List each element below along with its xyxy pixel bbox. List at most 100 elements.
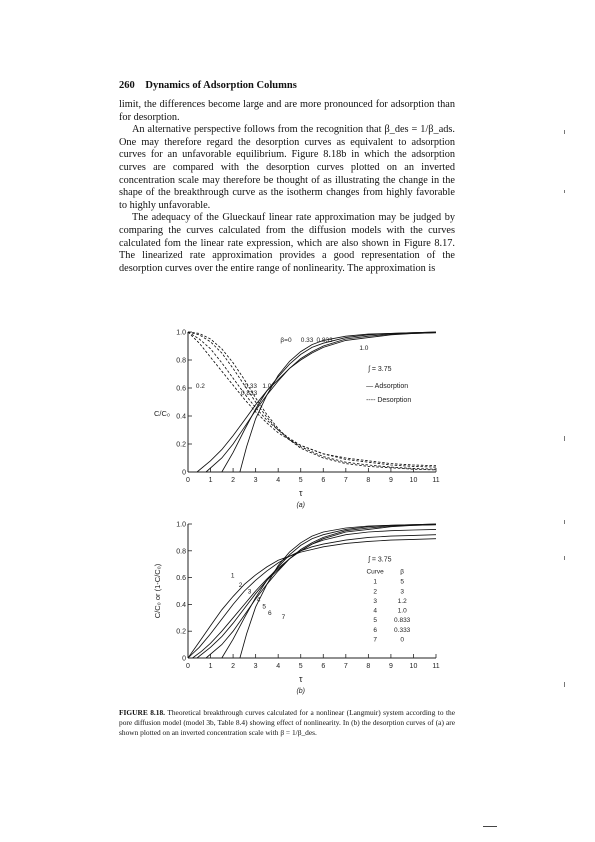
table-cell: 3 — [400, 588, 404, 595]
y-tick-label: 0.4 — [176, 414, 186, 421]
x-tick-label: 11 — [432, 663, 439, 670]
parameter-label: ʃ = 3.75 — [367, 366, 391, 373]
table-header: β — [400, 569, 404, 576]
x-tick-label: 3 — [254, 663, 258, 670]
y-tick-label: 0.2 — [176, 442, 186, 449]
legend-entry: ---- Desorption — [366, 397, 411, 404]
y-tick-label: 0 — [182, 470, 186, 477]
series-line-curve-6 — [239, 523, 437, 659]
series-label: 7 — [282, 614, 286, 621]
parameter-label: ʃ = 3.75 — [367, 557, 391, 564]
x-tick-label: 5 — [299, 477, 303, 484]
x-tick-label: 6 — [321, 477, 325, 484]
series-line-adsorption-2 — [205, 332, 437, 473]
series-label: 0.833 — [241, 390, 258, 397]
table-cell: 1.2 — [398, 598, 407, 605]
x-tick-label: 0 — [186, 663, 190, 670]
table-cell: 2 — [373, 588, 377, 595]
series-line-desorption-5 — [187, 331, 437, 468]
x-tick-label: 1 — [209, 663, 213, 670]
page-number: 260 — [119, 80, 135, 91]
scan-mark — [564, 130, 565, 134]
x-tick-label: 5 — [299, 663, 303, 670]
table-cell: 1.0 — [398, 608, 407, 615]
x-tick-label: 0 — [186, 477, 190, 484]
y-axis-label: C/C₀ or (1-C/C₀) — [153, 563, 162, 618]
y-tick-label: 0.4 — [176, 602, 186, 609]
series-line-curve-2 — [192, 528, 437, 659]
series-line-desorption-4 — [187, 331, 437, 467]
x-tick-label: 2 — [231, 663, 235, 670]
scan-mark — [564, 190, 565, 193]
y-axis-label: C/C₀ — [154, 409, 170, 418]
series-label: 1 — [231, 573, 235, 580]
scan-mark — [564, 556, 565, 560]
x-tick-label: 8 — [366, 663, 370, 670]
series-label: 0.833 — [317, 337, 334, 344]
paragraph: limit, the differences become large and … — [119, 99, 455, 123]
table-cell: 7 — [373, 637, 377, 644]
caption-text: Theoretical breakthrough curves calculat… — [119, 708, 456, 737]
series-line-adsorption-3 — [196, 332, 437, 473]
table-cell: 1 — [373, 579, 377, 586]
y-tick-label: 0.8 — [176, 358, 186, 365]
y-tick-label: 0.8 — [176, 548, 186, 555]
legend-entry: — Adsorption — [366, 383, 408, 390]
x-tick-label: 4 — [276, 477, 280, 484]
series-label: 3 — [248, 589, 252, 596]
table-cell: 0 — [400, 637, 404, 644]
x-tick-label: 3 — [254, 477, 258, 484]
x-tick-label: 9 — [389, 477, 393, 484]
x-tick-label: 9 — [389, 663, 393, 670]
x-tick-label: 11 — [432, 477, 439, 484]
table-cell: 4 — [373, 608, 377, 615]
figure-a-chart: 0 1 2 3 4 5 6 7 8 9 10 11 0 0.2 0.4 0.6 0.8 1.0 τ (a) C/C₀ β=… — [154, 330, 440, 510]
table-header: Curve — [366, 569, 384, 576]
x-tick-label: 2 — [231, 477, 235, 484]
x-tick-label: 7 — [344, 663, 348, 670]
series-line-curve-4 — [205, 524, 437, 659]
table-cell: 5 — [400, 579, 404, 586]
series-label: 1.0 — [359, 345, 368, 352]
x-tick-label: 7 — [344, 477, 348, 484]
series-label: 4 — [257, 597, 261, 604]
x-tick-label: 8 — [366, 477, 370, 484]
paragraph: An alternative perspective follows from … — [119, 124, 455, 211]
y-tick-label: 0.2 — [176, 629, 186, 636]
series-label: 0.2 — [196, 383, 205, 390]
x-tick-label: 10 — [410, 663, 418, 670]
x-axis-label: τ — [299, 488, 303, 498]
panel-label: (b) — [296, 688, 305, 695]
y-tick-label: 1.0 — [176, 522, 186, 529]
paragraph: The adequacy of the Glueckauf linear rat… — [119, 212, 455, 274]
scan-mark — [564, 682, 565, 687]
series-label: 2 — [239, 582, 243, 589]
table-cell: 5 — [373, 617, 377, 624]
scan-mark — [564, 436, 565, 441]
x-tick-label: 1 — [209, 477, 213, 484]
y-tick-label: 1.0 — [176, 330, 186, 337]
table-cell: 6 — [373, 627, 377, 634]
body-text: limit, the differences become large and … — [119, 99, 455, 275]
table-cell: 0.833 — [394, 617, 411, 624]
footer-mark — [483, 826, 497, 827]
running-header: 260 Dynamics of Adsorption Columns — [119, 80, 297, 91]
x-tick-label: 10 — [410, 477, 418, 484]
series-label: 5 — [262, 603, 266, 610]
series-label: 6 — [268, 610, 272, 617]
series-line-adsorption-1 — [221, 331, 437, 473]
series-label: 1.0 — [262, 383, 271, 390]
series-label: 0.33 — [244, 383, 257, 390]
x-tick-label: 4 — [276, 663, 280, 670]
figure-caption: FIGURE 8.18. Theoretical breakthrough cu… — [119, 708, 455, 738]
x-axis-label: τ — [299, 674, 303, 684]
scan-mark — [564, 520, 565, 524]
series-label: 0.33 — [301, 337, 314, 344]
y-tick-label: 0 — [182, 656, 186, 663]
panel-label: (a) — [296, 502, 305, 509]
caption-label: FIGURE 8.18. — [119, 708, 165, 717]
y-tick-label: 0.6 — [176, 386, 186, 393]
table-cell: 3 — [373, 598, 377, 605]
series-line-desorption-6 — [187, 331, 437, 470]
